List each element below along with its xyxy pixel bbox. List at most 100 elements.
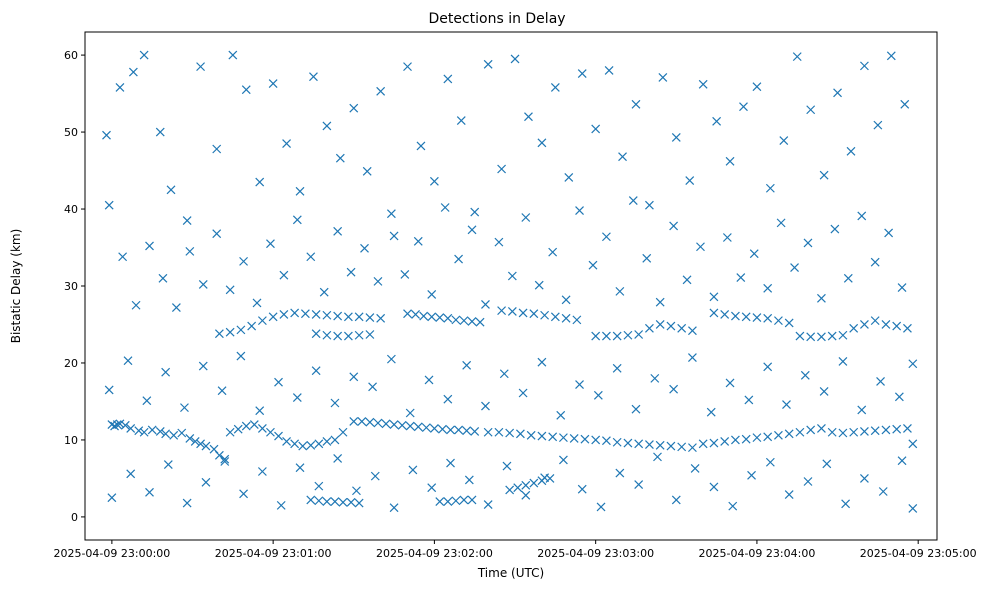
data-point: [185, 246, 195, 256]
data-point: [857, 211, 867, 221]
x-tick-label: 2025-04-09 23:05:00: [860, 547, 977, 560]
data-point: [903, 323, 912, 333]
data-point: [650, 373, 660, 383]
data-point: [537, 138, 547, 148]
data-point: [314, 481, 324, 491]
data-point: [870, 257, 880, 267]
data-point: [690, 463, 700, 473]
data-point: [687, 326, 697, 336]
data-point: [365, 330, 375, 339]
data-point: [540, 310, 550, 320]
data-point: [744, 395, 754, 405]
data-point: [343, 312, 353, 322]
data-point: [239, 256, 248, 266]
data-point: [311, 329, 321, 339]
data-point: [481, 401, 490, 411]
data-point: [685, 176, 695, 185]
data-point: [860, 427, 869, 436]
data-point: [763, 313, 773, 323]
data-point: [405, 408, 415, 418]
data-point: [827, 331, 837, 341]
data-point: [349, 417, 359, 426]
data-point: [389, 231, 399, 241]
data-point: [322, 437, 332, 446]
y-tick-label: 20: [64, 357, 78, 370]
data-point: [860, 61, 869, 71]
data-point: [841, 499, 851, 509]
data-point: [128, 67, 138, 77]
data-point: [537, 357, 547, 367]
data-point: [521, 490, 531, 500]
data-point: [806, 425, 816, 435]
data-point: [376, 313, 386, 323]
data-point: [774, 430, 783, 440]
data-point: [612, 331, 622, 341]
data-point: [123, 356, 133, 366]
data-point: [389, 503, 399, 513]
data-point: [483, 427, 493, 437]
data-point: [580, 434, 590, 444]
data-point: [884, 228, 894, 238]
data-point: [236, 351, 246, 361]
y-axis: 0 10 20 30 40 50 60: [64, 49, 85, 524]
data-point: [343, 331, 353, 341]
data-point: [266, 239, 275, 249]
data-point: [908, 504, 918, 513]
data-point: [669, 384, 679, 394]
data-point: [354, 330, 364, 340]
data-point: [268, 79, 278, 88]
data-point: [239, 489, 248, 499]
data-point: [677, 442, 687, 452]
data-point: [897, 456, 907, 466]
data-point: [830, 224, 840, 234]
data-point: [446, 425, 455, 435]
data-point: [360, 243, 369, 253]
data-point: [878, 487, 888, 496]
data-point: [112, 420, 122, 429]
data-point: [182, 498, 192, 508]
data-point: [752, 313, 762, 322]
plot-frame: [84, 31, 938, 541]
data-point: [817, 293, 826, 303]
data-point: [196, 62, 205, 72]
data-point: [217, 386, 227, 396]
data-point: [126, 469, 136, 479]
data-point: [300, 309, 310, 319]
data-point: [604, 66, 614, 75]
data-point: [615, 468, 625, 478]
data-point: [873, 120, 883, 130]
data-point: [295, 186, 305, 196]
data-point: [709, 438, 719, 448]
data-point: [386, 354, 396, 364]
data-point: [765, 183, 775, 193]
data-point: [182, 216, 192, 226]
data-point: [169, 430, 179, 440]
data-point: [115, 82, 125, 92]
data-point: [618, 152, 627, 162]
data-point: [163, 460, 173, 469]
data-point: [682, 275, 692, 285]
data-point: [698, 439, 708, 449]
data-point: [104, 200, 114, 210]
data-point: [475, 317, 485, 327]
data-point: [386, 209, 396, 219]
data-point: [747, 470, 756, 480]
data-point: [628, 196, 638, 205]
data-point: [306, 495, 316, 505]
data-point: [322, 121, 332, 131]
data-point: [806, 105, 816, 115]
data-point: [185, 433, 195, 443]
data-point: [292, 393, 302, 403]
data-point: [892, 424, 902, 434]
data-point: [330, 398, 340, 408]
data-point: [161, 429, 171, 439]
data-point: [591, 435, 601, 445]
data-point: [722, 233, 732, 242]
data-point: [507, 271, 517, 281]
data-point: [655, 440, 665, 450]
data-point: [558, 455, 568, 465]
data-point: [241, 421, 251, 431]
data-point: [104, 385, 114, 395]
data-point: [274, 431, 283, 441]
data-point: [846, 146, 856, 156]
